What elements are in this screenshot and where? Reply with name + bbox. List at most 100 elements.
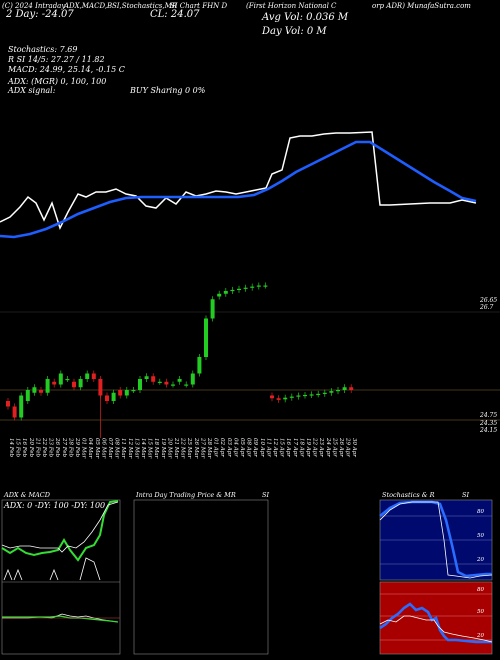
candle [336,390,340,392]
avg-vol-label: Avg Vol: 0.036 M [262,12,349,23]
stoch-level-label-50: 50 [477,533,484,539]
date-tick-label: 20 Feb [28,437,34,458]
candle [342,387,347,390]
candle [190,373,195,385]
date-tick-label: 07 Mar [107,438,113,459]
candle [52,381,57,385]
date-tick-label: 18 Apr [298,438,304,457]
date-tick-label: 29 Apr [345,437,351,457]
adx-spike-right [79,557,101,581]
date-tick-label: 26 Apr [338,437,344,457]
date-tick-label: 21 Mar [173,437,179,459]
date-tick-label: 27 Feb [61,437,67,458]
candle [309,394,314,396]
date-tick-label: 03 Apr [226,438,232,457]
date-tick-label: 15 Mar [147,438,153,459]
date-tick-label: 17 Apr [292,438,298,457]
rsi-white-line [379,615,493,643]
stochastics-info: Stochastics: 7.69 [8,45,78,54]
date-tick-label: 19 Mar [160,438,166,459]
day-vol-label: Day Vol: 0 M [262,26,327,37]
intraday-panel-frame [133,499,269,655]
candle [270,395,274,399]
candlestick-series [6,282,354,438]
date-tick-label: 24 Apr [325,437,331,457]
date-tick-label: 21 Feb [34,437,40,458]
price-label-low-c: 24.15 [480,427,498,434]
candle [256,285,261,287]
stoch-panel-title: Stochastics & R [382,491,435,499]
stoch-level-label-80: 80 [477,509,484,515]
intraday-panel-si: SI [262,491,270,499]
candle [289,396,294,398]
candle [157,381,162,383]
date-tick-label: 22 Apr [312,437,318,457]
stoch-level-label-20: 20 [477,557,484,563]
date-tick-label: 11 Mar [120,438,126,459]
blue-indicator-line [0,140,477,239]
candle [349,387,354,390]
candle [45,379,50,393]
date-tick-label: 22 Feb [41,437,47,458]
company-label-2: orp ADR) MunafaSutra.com [372,2,471,10]
date-tick-label: 29 Feb [74,437,80,458]
copyright-label: (C) 2024 Intraday [2,2,66,10]
macd-info: MACD: 24.99, 25.14, -0.15 C [8,65,125,74]
stochastics-panel-frame [379,499,493,581]
candle [171,384,175,386]
candle [91,373,96,379]
date-tick-label: 08 Apr [246,438,252,457]
candle [32,387,37,393]
date-tick-label: 02 Apr [219,438,225,457]
candle [263,285,268,287]
date-tick-label: 13 Mar [133,438,139,459]
white-indicator-line [0,131,477,230]
candle [303,394,307,397]
date-tick-label: 15 Apr [279,438,285,457]
date-tick-label: 12 Mar [127,438,133,459]
candle [19,395,24,418]
date-tick-label: 23 Feb [48,437,54,458]
date-tick-label: 20 Mar [166,437,172,459]
candle [223,291,228,294]
date-tick-label: 18 Mar [153,438,159,459]
candle [316,393,321,396]
candle [177,379,182,382]
candle [243,287,248,289]
candle [283,397,288,400]
candle [72,381,76,388]
date-tick-label: 05 Mar [94,438,100,459]
rsi-level-label-50: 50 [477,609,484,615]
close-label: CL: 24.07 [150,9,200,20]
price-label-top-a: 26.65 [480,297,498,304]
date-tick-label: 05 Apr [239,438,245,457]
main-chart: 14 Feb 15 Feb 16 Feb 20 Feb 21 Feb 22 Feb 23 F… [0,131,500,459]
company-label: (First Horizon National C [246,2,337,10]
date-tick-label: 25 Apr [331,437,337,457]
candle [250,286,255,288]
date-tick-label: 12 Apr [272,438,278,457]
adx-signal-info: ADX signal: [8,86,56,95]
adx-macd-panel-frame [1,499,121,655]
rsi-panel-frame [379,581,493,655]
candle [322,392,327,394]
candle [329,391,334,393]
candle [151,376,156,382]
adx-spike-left [3,568,23,581]
candle [124,390,129,396]
candle [118,390,123,396]
macd-white-line [2,613,119,623]
studies-label-2: SI,Stochastics,MR [112,2,178,10]
date-tick-label: 28 Mar [206,437,212,459]
candle [12,406,17,418]
date-tick-label: 26 Mar [193,437,199,459]
candle [204,318,208,357]
date-tick-label: 01 Mar [81,438,87,459]
date-tick-label: 01 Apr [213,438,219,457]
date-tick-label: 27 Mar [199,437,205,459]
date-tick-label: 26 Feb [54,437,60,458]
candle [78,379,83,388]
studies-label: ADX,MACD,B [64,2,113,10]
rsi-info: R SI 14/5: 27.27 / 11.82 [8,55,105,64]
date-tick-label: 14 Feb [8,438,14,458]
